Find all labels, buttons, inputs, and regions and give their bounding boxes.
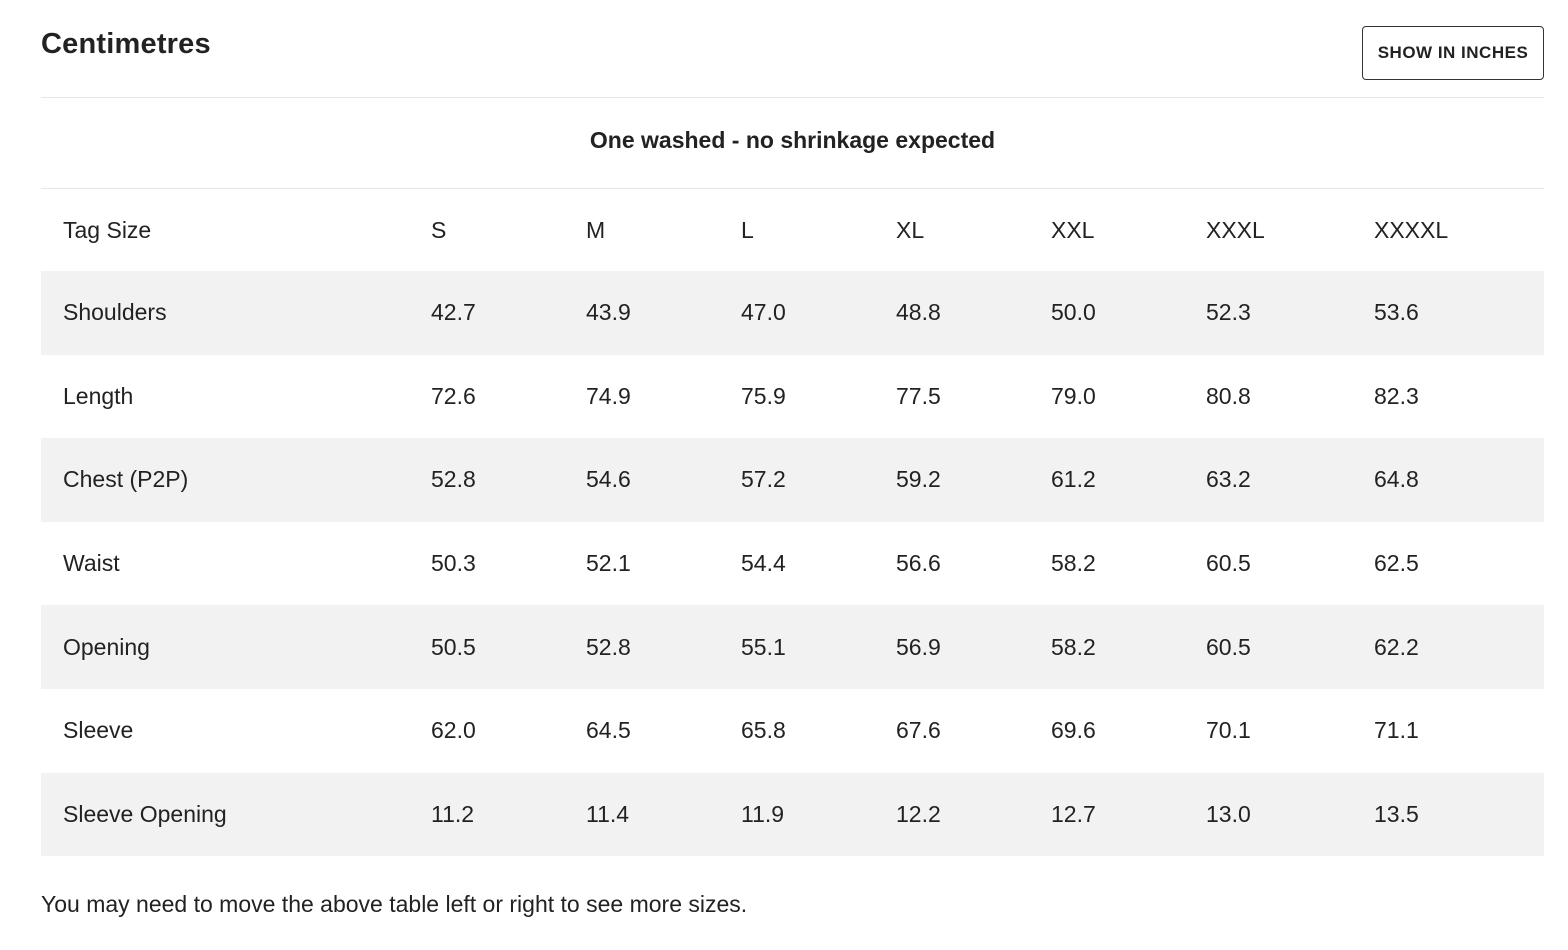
- show-in-inches-button[interactable]: SHOW IN INCHES: [1362, 26, 1544, 80]
- measurement-cell: 77.5: [896, 382, 941, 409]
- size-header-cell: M: [586, 216, 606, 243]
- measurement-cell: 69.6: [1051, 717, 1096, 744]
- size-header-cell: XL: [896, 216, 925, 243]
- measurement-cell: 63.2: [1206, 466, 1251, 493]
- measurement-cell: 52.3: [1206, 299, 1251, 326]
- row-label: Waist: [63, 550, 120, 577]
- size-header-cell: L: [741, 216, 754, 243]
- table-row-sleeve: Sleeve 62.0 64.5 65.8 67.6 69.6 70.1 71.…: [41, 689, 1544, 773]
- measurement-cell: 52.1: [586, 550, 631, 577]
- measurement-cell: 50.0: [1051, 299, 1096, 326]
- tag-size-header: Tag Size: [63, 216, 152, 243]
- measurement-cell: 50.5: [431, 633, 476, 660]
- measurement-cell: 47.0: [741, 299, 786, 326]
- table-caption: One washed - no shrinkage expected: [41, 98, 1544, 189]
- measurement-cell: 64.8: [1374, 466, 1419, 493]
- size-header-cell: XXL: [1051, 216, 1095, 243]
- table-row-waist: Waist 50.3 52.1 54.4 56.6 58.2 60.5 62.5: [41, 522, 1544, 606]
- table-row-chest: Chest (P2P) 52.8 54.6 57.2 59.2 61.2 63.…: [41, 438, 1544, 522]
- measurement-cell: 82.3: [1374, 382, 1419, 409]
- measurement-cell: 50.3: [431, 550, 476, 577]
- size-header-row: Tag Size S M L XL XXL XXXL XXXXL: [41, 189, 1544, 271]
- unit-title: Centimetres: [41, 28, 211, 60]
- measurement-cell: 72.6: [431, 382, 476, 409]
- measurement-cell: 59.2: [896, 466, 941, 493]
- measurement-cell: 58.2: [1051, 633, 1096, 660]
- row-label: Opening: [63, 633, 150, 660]
- measurement-cell: 11.9: [741, 800, 785, 827]
- measurement-cell: 12.2: [896, 800, 941, 827]
- measurement-cell: 56.6: [896, 550, 941, 577]
- row-label: Shoulders: [63, 299, 167, 326]
- measurement-cell: 75.9: [741, 382, 786, 409]
- measurement-cell: 11.2: [431, 800, 475, 827]
- table-row-length: Length 72.6 74.9 75.9 77.5 79.0 80.8 82.…: [41, 355, 1544, 439]
- measurement-cell: 43.9: [586, 299, 631, 326]
- row-label: Sleeve Opening: [63, 800, 227, 827]
- size-chart-header: Centimetres SHOW IN INCHES: [41, 0, 1544, 98]
- measurement-cell: 13.0: [1206, 800, 1251, 827]
- measurement-cell: 70.1: [1206, 717, 1251, 744]
- measurement-cell: 12.7: [1051, 800, 1096, 827]
- measurement-cell: 74.9: [586, 382, 631, 409]
- measurement-cell: 55.1: [741, 633, 786, 660]
- row-label: Length: [63, 382, 134, 409]
- measurement-cell: 61.2: [1051, 466, 1096, 493]
- row-label: Sleeve: [63, 717, 134, 744]
- measurement-cell: 54.6: [586, 466, 631, 493]
- measurement-cell: 42.7: [431, 299, 476, 326]
- measurement-cell: 48.8: [896, 299, 941, 326]
- measurement-cell: 52.8: [586, 633, 631, 660]
- measurement-cell: 13.5: [1374, 800, 1419, 827]
- measurement-cell: 62.0: [431, 717, 476, 744]
- measurement-cell: 60.5: [1206, 633, 1251, 660]
- size-chart: Centimetres SHOW IN INCHES One washed - …: [41, 0, 1544, 857]
- measurement-cell: 67.6: [896, 717, 941, 744]
- table-row-opening: Opening 50.5 52.8 55.1 56.9 58.2 60.5 62…: [41, 605, 1544, 689]
- measurement-cell: 52.8: [431, 466, 476, 493]
- measurement-cell: 57.2: [741, 466, 786, 493]
- measurement-cell: 53.6: [1374, 299, 1419, 326]
- measurement-cell: 11.4: [586, 800, 630, 827]
- measurement-cell: 60.5: [1206, 550, 1251, 577]
- measurement-cell: 56.9: [896, 633, 941, 660]
- size-header-cell: XXXL: [1206, 216, 1265, 243]
- scroll-hint-text: You may need to move the above table lef…: [41, 891, 748, 917]
- size-header-cell: S: [431, 216, 447, 243]
- table-row-sleeve-opening: Sleeve Opening 11.2 11.4 11.9 12.2 12.7 …: [41, 772, 1544, 857]
- measurement-cell: 79.0: [1051, 382, 1096, 409]
- measurement-cell: 65.8: [741, 717, 786, 744]
- size-table: Tag Size S M L XL XXL XXXL XXXXL Shoulde…: [41, 189, 1544, 857]
- measurement-cell: 62.5: [1374, 550, 1419, 577]
- measurement-cell: 80.8: [1206, 382, 1251, 409]
- measurement-cell: 58.2: [1051, 550, 1096, 577]
- row-label: Chest (P2P): [63, 466, 189, 493]
- table-row-shoulders: Shoulders 42.7 43.9 47.0 48.8 50.0 52.3 …: [41, 271, 1544, 355]
- measurement-cell: 64.5: [586, 717, 631, 744]
- measurement-cell: 62.2: [1374, 633, 1419, 660]
- measurement-cell: 71.1: [1374, 717, 1419, 744]
- size-header-cell: XXXXL: [1374, 216, 1449, 243]
- measurement-cell: 54.4: [741, 550, 786, 577]
